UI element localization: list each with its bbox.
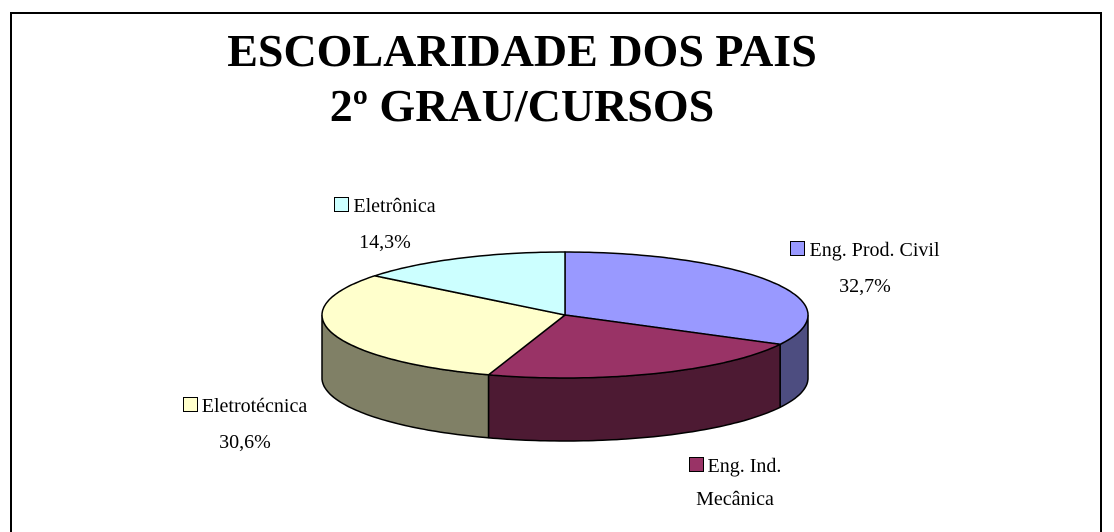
pie-slice <box>486 314 783 379</box>
legend-swatch <box>334 197 350 212</box>
data-label: Eletrônica 14,3% <box>260 188 510 260</box>
data-label: Eng. Ind. Mecânica <box>655 450 815 516</box>
chart-frame <box>10 12 1102 532</box>
legend-swatch <box>182 397 198 412</box>
value-label: 30,6% <box>219 431 271 453</box>
legend-swatch <box>688 457 704 472</box>
value-label: 32,7% <box>839 275 891 297</box>
value-label: 14,3% <box>359 231 411 253</box>
data-label: Eng. Prod. Civil 32,7% <box>735 232 995 304</box>
legend-label: Eletrotécnica <box>201 395 308 417</box>
legend-label: Eletrônica <box>353 195 436 217</box>
page: ESCOLARIDADE DOS PAIS 2º GRAU/CURSOS (()… <box>10 12 1102 532</box>
pie-slice <box>372 251 566 316</box>
legend-label: Eng. Ind. Mecânica <box>696 455 782 510</box>
chart-title: ESCOLARIDADE DOS PAIS <box>227 25 817 76</box>
chart: ESCOLARIDADE DOS PAIS 2º GRAU/CURSOS <box>227 25 817 442</box>
data-label: Eletrotécnica 30,6% <box>120 388 370 460</box>
pie-slice <box>321 275 567 376</box>
chart-title: 2º GRAU/CURSOS <box>330 80 715 131</box>
pie-slice <box>564 251 809 346</box>
legend-swatch <box>790 241 806 256</box>
legend-label: Eng. Prod. Civil <box>809 239 940 261</box>
